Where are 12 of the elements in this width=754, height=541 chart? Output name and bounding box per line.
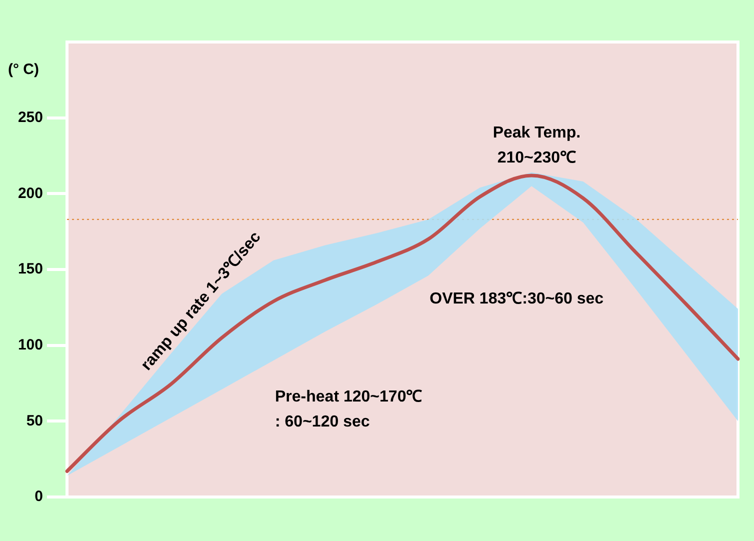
y-tick-label: 100 [18,336,43,354]
y-tick-label: 50 [26,412,43,430]
annotation: Peak Temp. [492,124,581,142]
y-tick-label: 200 [18,184,43,202]
annotation: OVER 183℃:30~60 sec [430,290,604,308]
annotation: 210~230℃ [497,149,576,166]
annotation: : 60~120 sec [275,413,370,430]
y-tick-label: 0 [34,488,43,506]
annotation: Pre-heat 120~170℃ [275,388,422,406]
y-tick-label: 150 [18,260,43,278]
y-axis-title: (° C) [8,61,39,78]
y-tick-label: 250 [18,108,43,126]
